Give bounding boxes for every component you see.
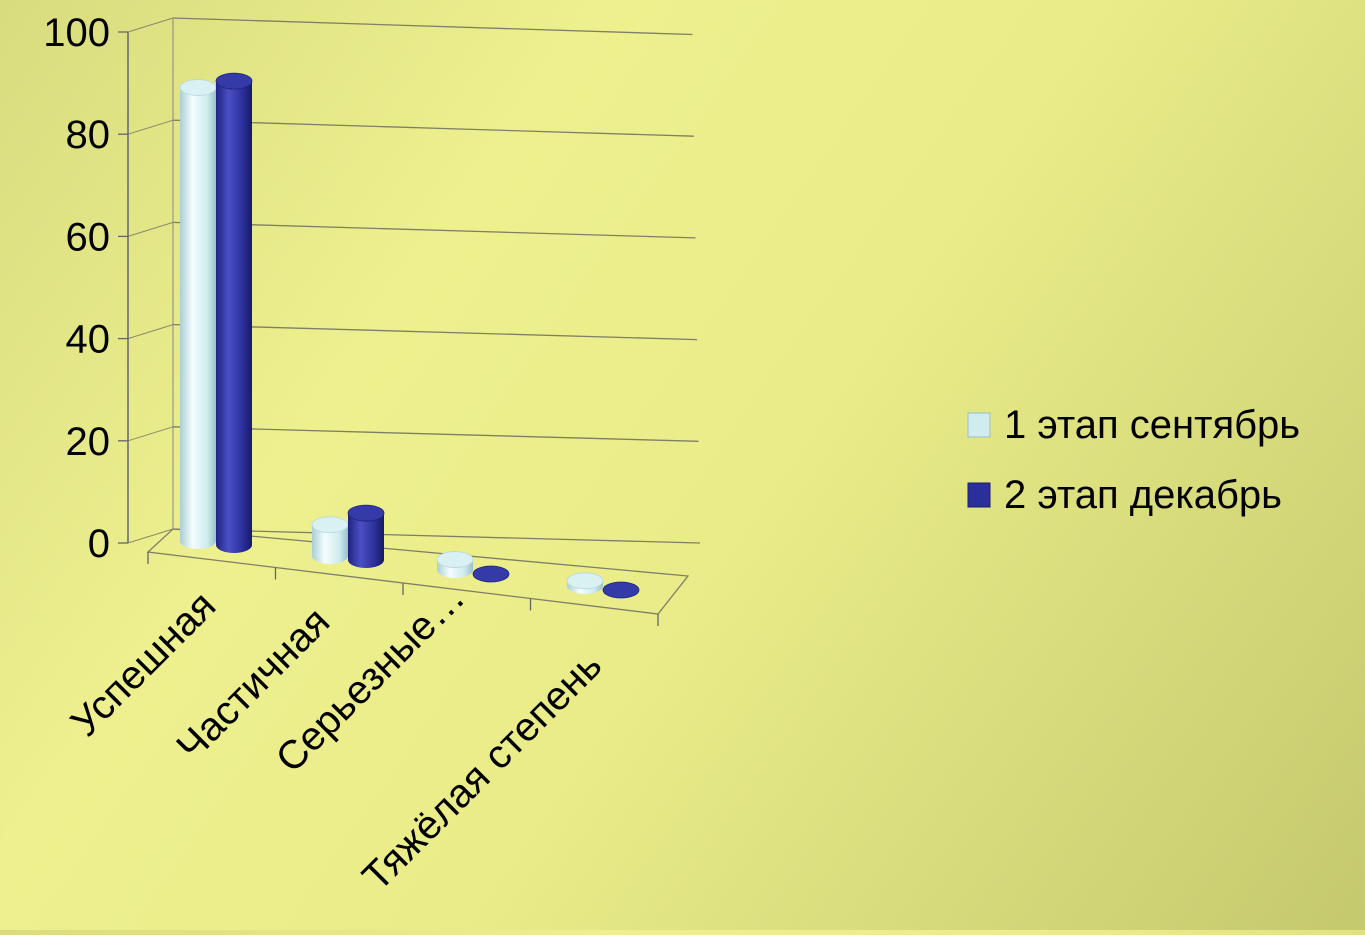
bar-1-2 [311, 516, 349, 564]
gridline-depth [127, 324, 174, 340]
y-tick-label: 0 [88, 522, 110, 566]
bar-cap [472, 565, 510, 583]
bar-body [312, 524, 348, 564]
bar-1-3 [436, 551, 474, 578]
y-tick-label: 40 [66, 318, 111, 362]
axes-layer [118, 17, 701, 626]
bar-cap [179, 79, 217, 96]
legend: 1 этап сентябрь 2 этап декабрь [967, 403, 1300, 517]
bar-cap [436, 551, 474, 568]
gridline [172, 119, 695, 137]
bar-cap [215, 72, 253, 90]
gridline [172, 426, 699, 442]
gridline [172, 221, 696, 239]
legend-swatch [967, 482, 991, 508]
bar-2-3 [472, 565, 510, 583]
bar-2-4 [602, 581, 640, 599]
y-tick-label: 80 [66, 113, 111, 157]
bar-1-4 [566, 572, 604, 594]
y-tick-label: 20 [66, 420, 111, 464]
gridline-depth [127, 17, 174, 33]
bar-cap [602, 581, 640, 599]
y-tick-label: 100 [43, 11, 110, 55]
bar-cap [347, 504, 385, 522]
legend-label: 1 этап сентябрь [1004, 403, 1300, 447]
gridline-depth [127, 221, 174, 237]
bar-body [216, 81, 252, 553]
bar-cap [311, 516, 349, 534]
gridline [172, 323, 698, 341]
gridline [172, 17, 693, 36]
gridline-depth [127, 426, 174, 442]
gridline-depth [127, 119, 174, 135]
y-tick-label: 60 [66, 215, 111, 259]
bar-body [348, 513, 384, 568]
legend-swatch [967, 412, 991, 438]
bar-1-1 [179, 79, 217, 549]
gridline [172, 528, 701, 544]
legend-label: 2 этап декабрь [1004, 473, 1282, 517]
bar-cap [566, 572, 604, 590]
gridline-depth [127, 528, 174, 544]
bar-body [180, 87, 216, 549]
bar-2-2 [347, 504, 385, 568]
bars-layer [179, 72, 640, 599]
x-tick-label: Серьезные… [268, 575, 474, 781]
bar-2-1 [215, 72, 253, 553]
